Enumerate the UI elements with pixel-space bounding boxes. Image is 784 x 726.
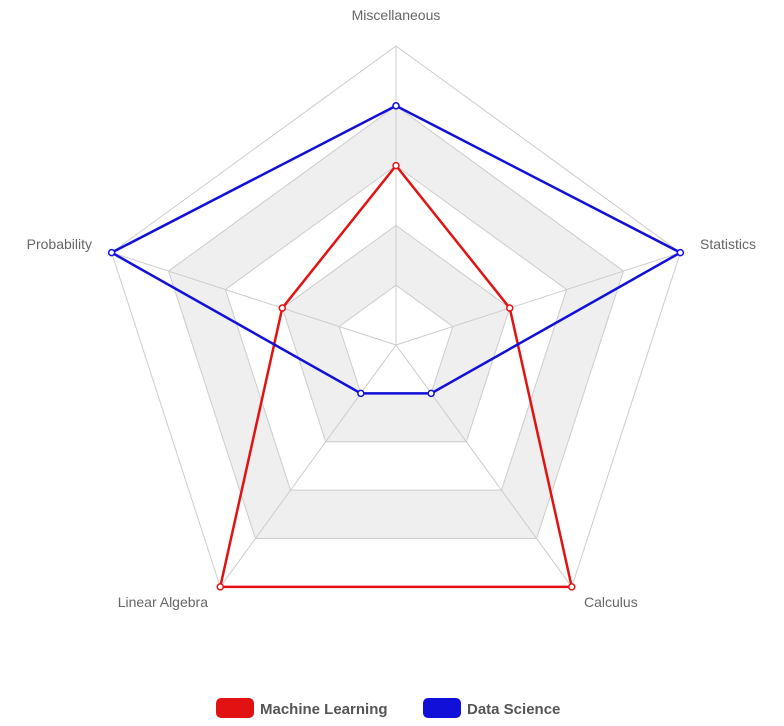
data-point-data-science-linear-algebra [357,389,365,398]
legend-item-data-science[interactable]: Data Science [423,698,560,718]
series-data-science [107,102,685,398]
data-point-machine-learning-calculus [568,583,576,591]
series-line-data-science [109,104,683,395]
radar-spokes [111,46,681,588]
axis-label-miscellaneous: Miscellaneous [352,7,441,23]
axis-labels: Miscellaneous Statistics Calculus Linear… [27,7,756,610]
data-point-machine-learning-miscellaneous [392,161,400,170]
spoke-calculus [395,344,573,588]
series-machine-learning [216,161,576,591]
data-point-machine-learning-linear-algebra [216,583,224,591]
axis-label-calculus: Calculus [584,594,638,610]
axis-label-linear-algebra: Linear Algebra [118,594,209,610]
data-point-data-science-statistics [676,248,685,257]
spoke-statistics [395,252,681,346]
data-point-machine-learning-probability [278,304,286,312]
data-point-machine-learning-statistics [506,304,514,312]
spoke-linear-algebra [219,344,397,588]
axis-label-probability: Probability [27,236,92,252]
legend-swatch-data-science [423,698,461,718]
data-point-data-science-miscellaneous [392,102,400,110]
grid-ring-4 [167,105,625,540]
radar-series [107,102,685,591]
data-point-data-science-probability [107,248,116,257]
data-point-data-science-calculus [427,389,435,398]
axis-label-statistics: Statistics [700,236,756,252]
legend-item-machine-learning[interactable]: Machine Learning [216,698,388,718]
series-line-machine-learning [218,163,574,589]
legend-label-data-science: Data Science [467,701,560,718]
legend: Machine Learning Data Science [216,698,560,718]
grid-ring-3 [224,164,568,491]
grid-ring-2 [281,224,511,443]
legend-label-machine-learning: Machine Learning [260,701,388,718]
legend-swatch-machine-learning [216,698,254,718]
spoke-probability [111,252,397,346]
